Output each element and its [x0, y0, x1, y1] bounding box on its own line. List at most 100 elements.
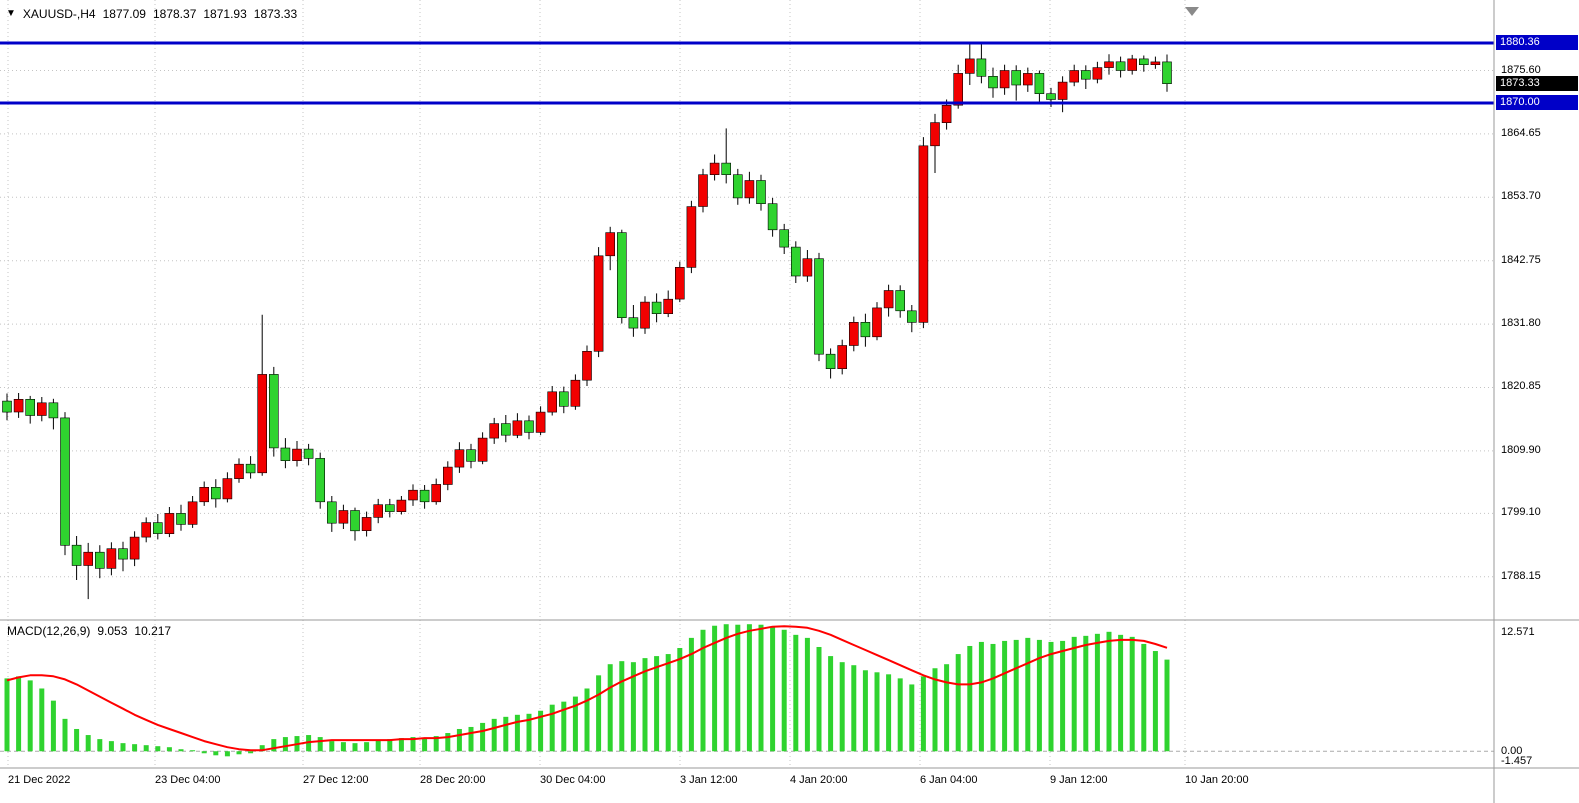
macd-readout: MACD(12,26,9) 9.053 10.217	[7, 624, 171, 638]
macd-histogram-bar	[85, 735, 91, 752]
candle-body	[477, 437, 488, 462]
macd-histogram-bar	[1094, 633, 1100, 752]
macd-histogram-bar	[1083, 635, 1089, 752]
macd-histogram-bar	[224, 751, 230, 757]
macd-histogram-bar	[862, 670, 868, 752]
macd-histogram-bar	[723, 624, 729, 752]
macd-histogram-bar	[329, 741, 335, 752]
price-axis-label: 1831.80	[1501, 317, 1541, 330]
candle-body	[732, 174, 743, 199]
candle-body	[802, 258, 813, 277]
candle-body	[686, 206, 697, 268]
candle-body	[663, 298, 674, 315]
macd-histogram-bar	[793, 634, 799, 752]
candle-body	[1022, 73, 1033, 86]
macd-label: MACD(12,26,9)	[7, 624, 91, 638]
candle-body	[95, 551, 105, 569]
macd-histogram-bar	[1152, 651, 1158, 752]
macd-histogram-bar	[909, 684, 915, 752]
macd-histogram-bar	[955, 654, 961, 752]
candle-body	[454, 449, 465, 468]
macd-histogram-bar	[839, 662, 845, 752]
candle-body	[419, 489, 430, 503]
candle-body	[164, 513, 175, 535]
chart-shift-marker[interactable]	[1185, 7, 1199, 16]
candle-body	[257, 374, 268, 474]
macd-histogram-bar	[1060, 640, 1066, 752]
candle-body	[825, 353, 836, 370]
candle-body	[512, 420, 523, 436]
macd-histogram-bar	[897, 678, 903, 752]
candle-body	[1034, 73, 1045, 95]
symbol-readout: ▼ XAUUSD-,H4 1877.09 1878.37 1871.93 187…	[6, 7, 297, 21]
macd-histogram-bar	[166, 747, 172, 752]
macd-scale-label: 12.571	[1501, 626, 1535, 638]
macd-histogram-bar	[619, 661, 625, 752]
macd-histogram-bar	[596, 675, 602, 752]
macd-histogram-bar	[398, 738, 404, 752]
candle-body	[326, 501, 337, 524]
candle-body	[280, 447, 291, 461]
macd-histogram-bar	[978, 641, 984, 752]
current-price-badge: 1873.33	[1496, 76, 1578, 92]
macd-histogram-bar	[572, 696, 578, 752]
candle-body	[442, 466, 453, 485]
candle-body	[292, 448, 302, 462]
candle-body	[1150, 61, 1161, 66]
macd-histogram-bar	[259, 745, 265, 752]
price-axis-label: 1788.15	[1501, 569, 1541, 582]
candle-body	[118, 548, 128, 560]
price-axis-label: 1809.90	[1501, 443, 1541, 456]
macd-histogram-bar	[445, 733, 451, 752]
macd-histogram-bar	[1129, 636, 1135, 752]
candle-body	[245, 463, 256, 474]
macd-histogram-bar	[97, 739, 103, 752]
macd-histogram-bar	[120, 743, 126, 752]
candle-body	[268, 374, 279, 449]
macd-histogram-bar	[480, 722, 486, 752]
candle-body	[524, 420, 534, 433]
time-axis-label: 21 Dec 2022	[8, 774, 71, 786]
macd-histogram-bar	[874, 672, 880, 752]
candle-body	[129, 536, 140, 560]
candle-body	[930, 122, 940, 147]
macd-histogram-bar	[1048, 641, 1054, 752]
macd-histogram-bar	[248, 751, 254, 754]
candle-body	[918, 145, 929, 323]
macd-histogram-bar	[804, 637, 810, 752]
macd-histogram-bar	[74, 728, 80, 752]
candle-body	[1162, 61, 1172, 85]
candle-body	[1081, 70, 1091, 80]
candle-body	[616, 232, 627, 319]
time-axis-label: 28 Dec 20:00	[420, 774, 486, 786]
macd-histogram-bar	[851, 665, 857, 752]
candle-body	[2, 400, 12, 413]
time-axis-label: 10 Jan 20:00	[1185, 774, 1249, 786]
ohlc-open: 1877.09	[102, 7, 146, 21]
hline-price-badge: 1880.36	[1496, 35, 1578, 51]
hline-price-badge: 1870.00	[1496, 95, 1578, 111]
macd-histogram-bar	[340, 742, 346, 752]
macd-histogram-bar	[306, 735, 312, 752]
macd-histogram-bar	[1002, 640, 1008, 752]
macd-histogram-bar	[549, 704, 555, 752]
macd-histogram-bar	[364, 742, 370, 752]
candle-body	[48, 402, 59, 419]
macd-histogram-bar	[828, 656, 834, 752]
price-axis-label: 1864.65	[1501, 126, 1541, 139]
macd-histogram-bar	[781, 629, 787, 752]
candle-body	[1115, 61, 1126, 71]
candle-body	[535, 411, 546, 433]
macd-histogram-bar	[503, 716, 509, 752]
symbol-dropdown-icon[interactable]: ▼	[6, 8, 16, 19]
candle-body	[941, 105, 952, 124]
candle-body	[396, 499, 407, 513]
macd-histogram-bar	[665, 654, 671, 752]
macd-histogram-bar	[816, 646, 822, 752]
price-axis-label: 1842.75	[1501, 253, 1541, 266]
candle-body	[976, 58, 987, 77]
candle-body	[651, 301, 662, 315]
price-axis-label: 1853.70	[1501, 190, 1541, 203]
macd-histogram-bar	[990, 643, 996, 752]
